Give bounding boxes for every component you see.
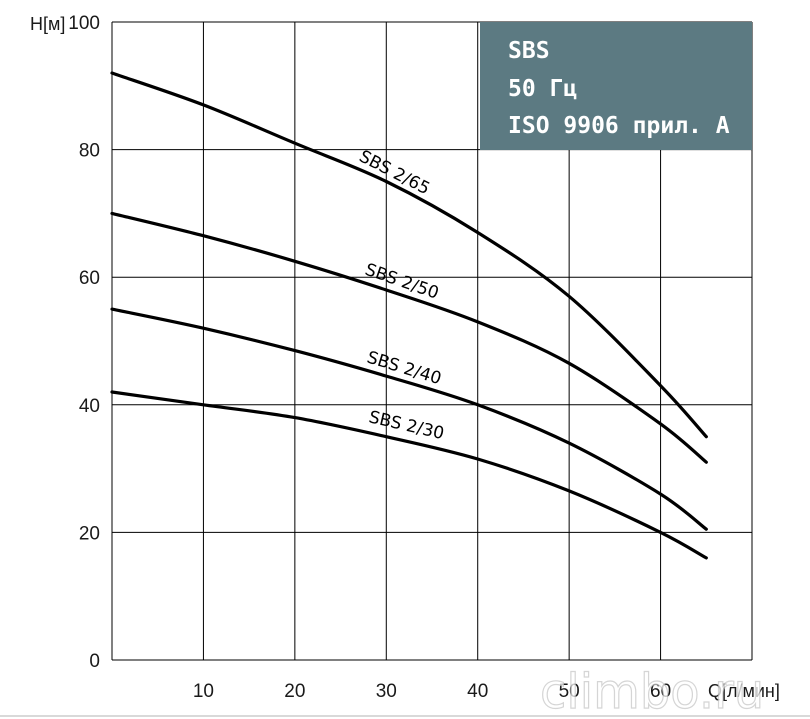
y-tick-label: 60 <box>79 268 100 289</box>
x-tick-label: 30 <box>376 681 397 702</box>
series-line-2 <box>110 307 708 531</box>
series-label-3: SBS 2/30 <box>367 407 446 444</box>
series-line-0 <box>110 71 708 439</box>
tick-labels: 0 20 40 60 80 100 10 20 30 40 50 60 <box>68 13 671 702</box>
x-tick-label: 60 <box>650 681 671 702</box>
y-tick-label: 0 <box>89 651 100 672</box>
watermark: climbo.ru <box>540 664 764 719</box>
series-label-1: SBS 2/50 <box>362 260 441 304</box>
y-tick-label: 100 <box>68 13 100 34</box>
info-box-line-series: SBS <box>508 38 550 64</box>
y-axis-label: Н[м] <box>30 14 65 34</box>
info-box-background <box>480 22 752 150</box>
info-box-line-standard: ISO 9906 прил. А <box>508 113 730 139</box>
info-box-line-frequency: 50 Гц <box>508 76 577 102</box>
x-tick-label: 10 <box>193 681 214 702</box>
x-tick-label: 20 <box>284 681 305 702</box>
y-tick-label: 40 <box>79 396 100 417</box>
series-line-1 <box>110 211 708 464</box>
x-tick-label: 50 <box>559 681 580 702</box>
x-axis-label: Q[л/мин] <box>708 681 780 701</box>
x-tick-label: 40 <box>467 681 488 702</box>
series-line-3 <box>110 390 708 560</box>
y-tick-label: 80 <box>79 141 100 162</box>
y-tick-label: 20 <box>79 523 100 544</box>
info-box: SBS 50 Гц ISO 9906 прил. А <box>480 22 752 150</box>
